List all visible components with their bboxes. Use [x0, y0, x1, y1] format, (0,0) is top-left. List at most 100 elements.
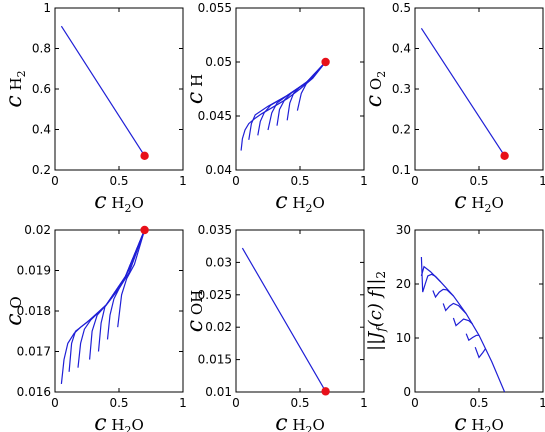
- y-axis-label-part: ||J: [365, 330, 386, 351]
- endpoint-marker: [140, 151, 149, 161]
- y-tick-label: 0.055: [198, 1, 232, 15]
- label-subscript-text: O: [131, 194, 143, 212]
- x-tick-label: 0.5: [290, 174, 309, 188]
- label-subscript: 2: [305, 202, 312, 215]
- y-tick-label: 0.02: [205, 320, 232, 334]
- x-tick-label: 0.5: [469, 174, 488, 188]
- y-tick-label: 0.018: [17, 304, 51, 318]
- label-subscript-text: O: [491, 416, 503, 432]
- x-axis-label: c H2O: [454, 189, 504, 215]
- label-subscript: 2: [124, 202, 131, 215]
- x-axis-label-symbol: c: [94, 189, 106, 214]
- x-tick-label: 0.5: [109, 396, 128, 410]
- label-subscript: 2: [484, 424, 491, 432]
- y-tick-label: 0.02: [24, 223, 51, 237]
- label-subscript-text: O: [131, 416, 143, 432]
- y-tick-label: 0.4: [392, 42, 411, 56]
- x-tick-label: 0: [232, 396, 240, 410]
- y-tick-label: 0.035: [198, 223, 232, 237]
- x-axis-label-symbol: c: [275, 411, 287, 432]
- series-line: [452, 317, 473, 327]
- x-tick-label: 1: [360, 396, 368, 410]
- x-tick-label: 1: [539, 396, 545, 410]
- y-tick-label: 0.017: [17, 345, 51, 359]
- x-tick-label: 1: [539, 174, 545, 188]
- x-axis-label-symbol: c: [94, 411, 106, 432]
- series-line: [117, 229, 146, 328]
- x-tick-label: 0: [51, 396, 59, 410]
- label-subscript: 2: [305, 424, 312, 432]
- y-tick-label: 0.5: [392, 1, 411, 15]
- y-tick-label: 0.1: [392, 163, 411, 177]
- x-axis-label-symbol: c: [454, 189, 466, 214]
- label-subscript: 2: [484, 202, 491, 215]
- axes-frame: [414, 229, 544, 393]
- series-line: [432, 288, 454, 299]
- endpoint-marker: [321, 57, 330, 67]
- x-tick-label: 0.5: [290, 396, 309, 410]
- y-axis-label: ||Jf(c) f||2: [365, 271, 388, 351]
- x-tick-label: 0: [411, 174, 419, 188]
- y-tick-label: 30: [396, 223, 411, 237]
- y-tick-label: 20: [396, 277, 411, 291]
- y-axis-label-symbol: c: [362, 95, 387, 107]
- x-axis-label: c H2O: [275, 189, 325, 215]
- y-tick-label: 0.015: [198, 353, 232, 367]
- axes-frame: [414, 7, 544, 171]
- y-tick-label: 0.2: [32, 163, 51, 177]
- y-tick-label: 0.045: [198, 109, 232, 123]
- endpoint-marker: [140, 225, 149, 235]
- label-subscript-text: O: [491, 194, 503, 212]
- label-subscript-text: H: [467, 194, 485, 212]
- series-line: [241, 247, 327, 392]
- label-subscript-text: H: [7, 77, 25, 95]
- label-subscript-text: H: [188, 74, 206, 92]
- y-tick-label: 0.6: [32, 82, 51, 96]
- y-axis-label-part: f: [374, 325, 388, 333]
- label-subscript-text: O: [312, 194, 324, 212]
- y-axis-label-part: (c) f||: [365, 279, 386, 328]
- x-axis-label-symbol: c: [275, 189, 287, 214]
- y-axis-label: c O2: [362, 71, 388, 107]
- y-tick-label: 0: [403, 385, 411, 399]
- y-tick-label: 0.2: [392, 123, 411, 137]
- x-axis-label: c H2O: [94, 189, 144, 215]
- series-line: [420, 256, 442, 293]
- y-tick-label: 0.4: [32, 123, 51, 137]
- label-subscript-text: H: [107, 194, 125, 212]
- x-axis-label: c H2O: [454, 411, 504, 432]
- endpoint-marker: [500, 151, 509, 161]
- label-subscript-text: H: [467, 416, 485, 432]
- endpoint-marker: [321, 387, 330, 396]
- y-tick-label: 0.04: [205, 163, 232, 177]
- label-subscript-text: H: [288, 416, 306, 432]
- label-subscript-text: O: [7, 296, 25, 313]
- label-subscript-text: O: [367, 78, 385, 95]
- x-tick-label: 0.5: [109, 174, 128, 188]
- axes-frame: [54, 7, 184, 171]
- x-axis-label: c H2O: [94, 411, 144, 432]
- y-axis-label-part: 2: [374, 271, 388, 279]
- label-subscript-text: H: [107, 416, 125, 432]
- y-axis-label: c OH: [183, 290, 208, 332]
- y-tick-label: 0.8: [32, 42, 51, 56]
- y-axis-label: c H2: [2, 70, 28, 107]
- x-axis-label: c H2O: [275, 411, 325, 432]
- series-line: [420, 265, 506, 393]
- label-subscript-text: H: [288, 194, 306, 212]
- axes-frame: [235, 229, 365, 393]
- x-tick-label: 1: [179, 174, 187, 188]
- y-axis-label: c O: [2, 296, 27, 325]
- series-line: [296, 61, 327, 111]
- x-tick-label: 0: [411, 396, 419, 410]
- y-tick-label: 10: [396, 331, 411, 345]
- series-line: [97, 229, 146, 352]
- y-tick-label: 0.05: [205, 55, 232, 69]
- y-axis-label: c H: [183, 74, 208, 104]
- y-tick-label: 0.03: [205, 255, 232, 269]
